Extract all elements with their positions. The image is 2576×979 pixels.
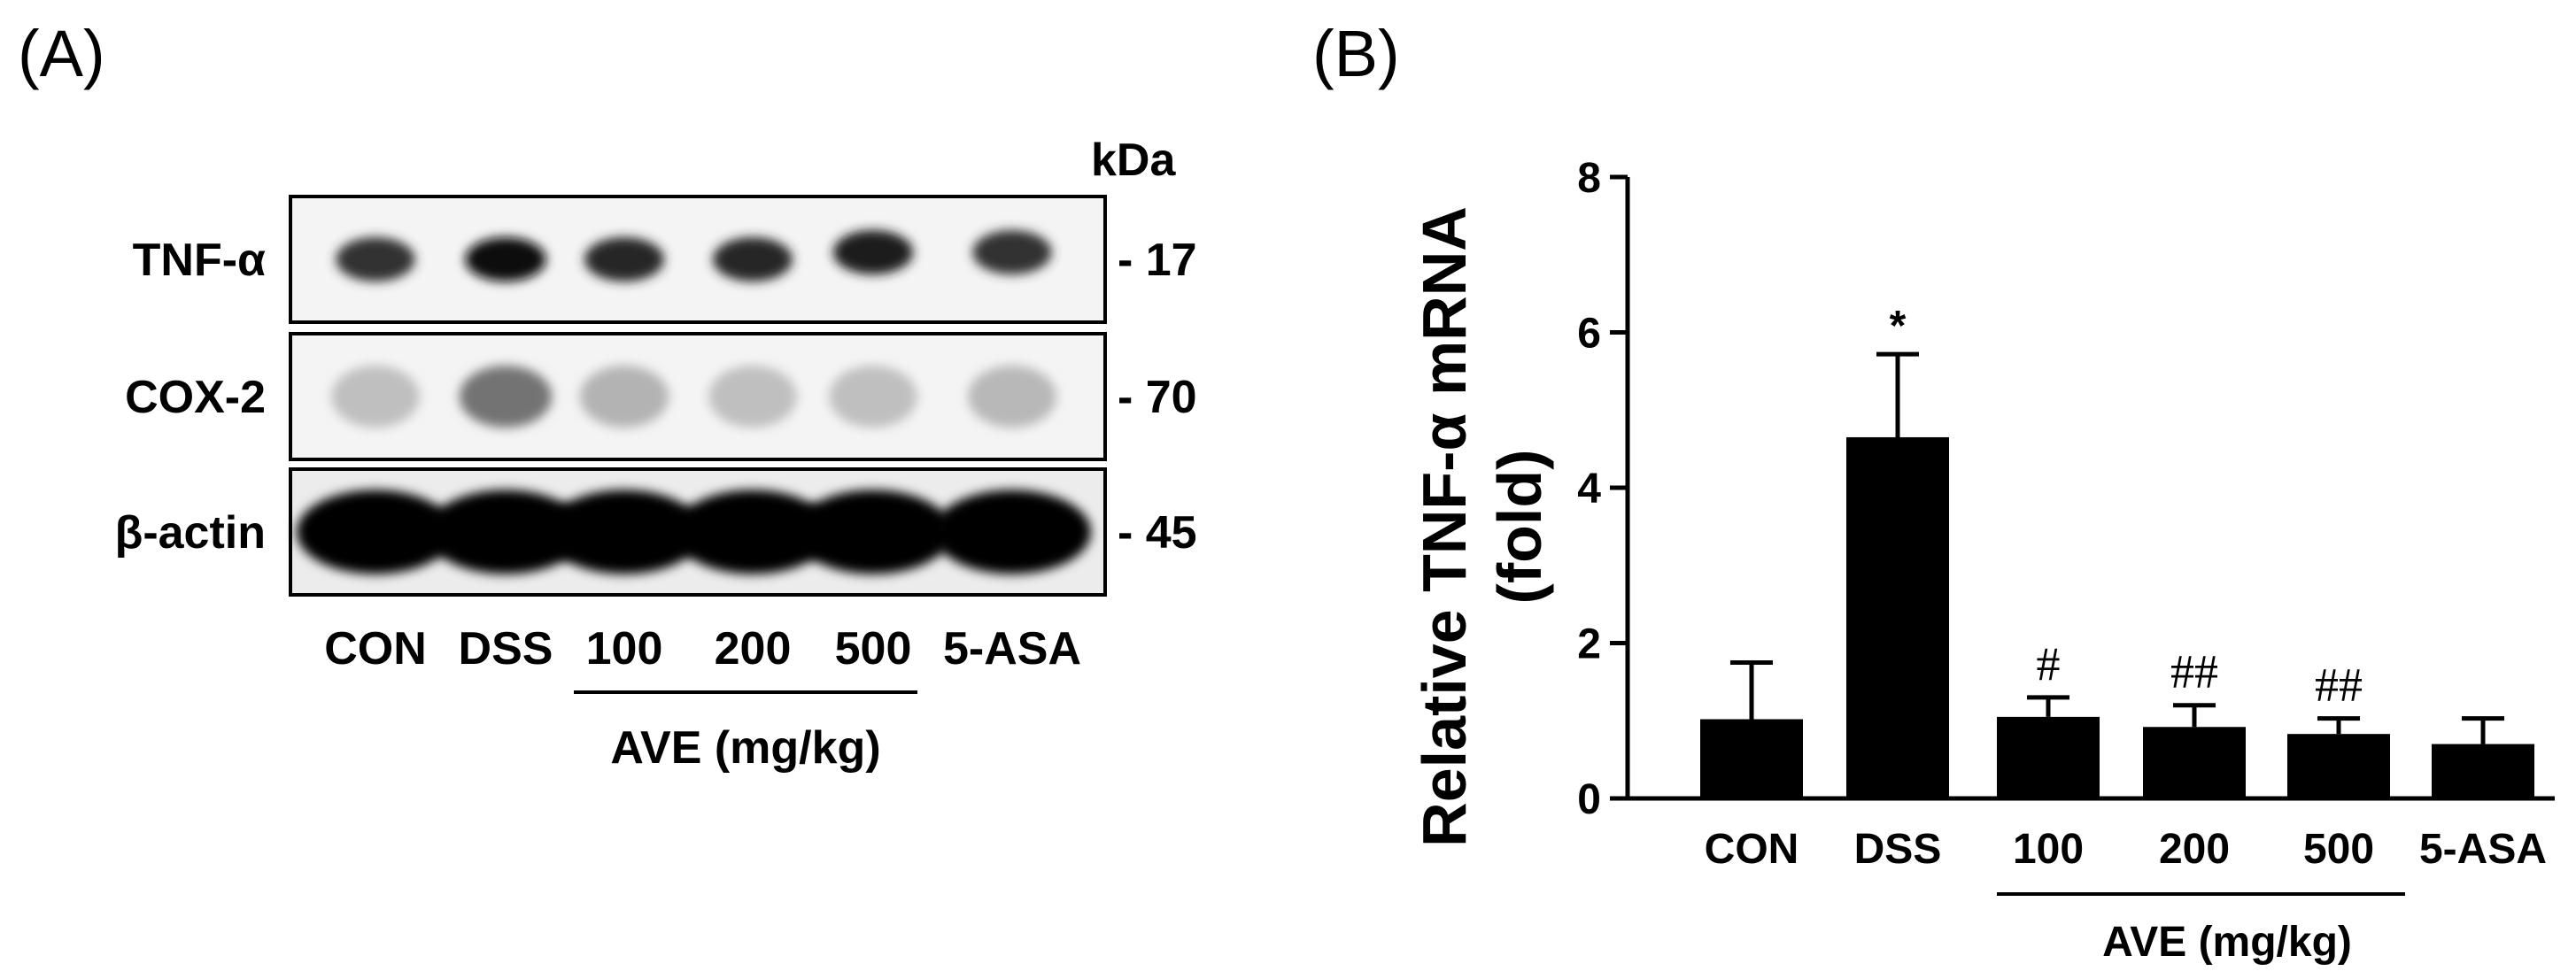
lane-label: 5-ASA [943, 623, 1081, 675]
lane-labels: CON DSS 100 200 500 5-ASA [324, 623, 1081, 675]
blot-band [708, 366, 797, 428]
panel-b-label: (B) [1312, 17, 1400, 90]
y-tick-label: 2 [1577, 621, 1601, 668]
bar-chart: Relative TNF-α mRNA (fold) AVE (mg/kg) 0… [1410, 155, 2555, 966]
blot-band [427, 490, 584, 574]
kda-label: kDa [1091, 135, 1176, 186]
protein-label: COX-2 [125, 372, 266, 423]
y-axis-label-line1: Relative TNF-α mRNA [1410, 206, 1479, 847]
lane-label: CON [324, 623, 427, 675]
lane-label: 500 [835, 623, 912, 675]
blot-band [933, 490, 1091, 574]
bar [1846, 436, 1949, 798]
protein-label: TNF-α [133, 235, 266, 286]
bar [1700, 719, 1803, 798]
kda-marker: - 17 [1118, 235, 1197, 286]
blot-band [674, 490, 832, 574]
x-tick-label: 5-ASA [2419, 826, 2547, 873]
blot-band [579, 366, 669, 428]
blot-band [336, 237, 415, 281]
lane-label: 100 [586, 623, 663, 675]
bar [1997, 716, 2100, 798]
kda-marker: - 45 [1118, 507, 1197, 559]
blot-band [832, 230, 914, 274]
y-axis-label-line2: (fold) [1485, 450, 1554, 605]
blot-band [794, 490, 952, 574]
blot-band [459, 366, 553, 428]
blot-band [331, 366, 420, 428]
y-tick-label: 8 [1577, 155, 1601, 202]
blot-band [545, 490, 703, 574]
x-tick-label: 200 [2159, 826, 2230, 873]
blot-band [972, 230, 1052, 274]
western-blot: TNF-α - 17 COX-2 - 70 β-actin - 45 [115, 195, 1197, 597]
blot-band [584, 237, 664, 281]
panel-a-label: (A) [18, 17, 105, 90]
y-tick-label: 4 [1577, 466, 1601, 513]
chart-group-label: AVE (mg/kg) [2102, 919, 2352, 966]
blot-strip [289, 195, 1107, 324]
significance-mark: ## [2315, 659, 2363, 712]
protein-label: β-actin [115, 507, 266, 559]
x-tick-label: 500 [2303, 826, 2374, 873]
lane-label: DSS [459, 623, 553, 675]
bar [2432, 744, 2534, 798]
blot-band [713, 237, 793, 281]
blot-band [829, 366, 917, 428]
bar [2287, 734, 2390, 798]
x-tick-label: CON [1705, 826, 1799, 873]
significance-mark: # [2037, 637, 2061, 690]
blot-band [968, 366, 1056, 428]
blot-band [465, 237, 546, 281]
ave-group-label: AVE (mg/kg) [610, 722, 880, 774]
y-tick-label: 0 [1577, 776, 1601, 823]
significance-mark: * [1890, 303, 1907, 350]
x-tick-label: 100 [2013, 826, 2084, 873]
significance-mark: ## [2170, 645, 2218, 698]
blot-band [297, 490, 454, 574]
lane-label: 200 [715, 623, 792, 675]
bar [2143, 727, 2246, 798]
y-tick-label: 6 [1577, 311, 1601, 358]
kda-marker: - 70 [1118, 372, 1197, 423]
x-tick-label: DSS [1854, 826, 1942, 873]
